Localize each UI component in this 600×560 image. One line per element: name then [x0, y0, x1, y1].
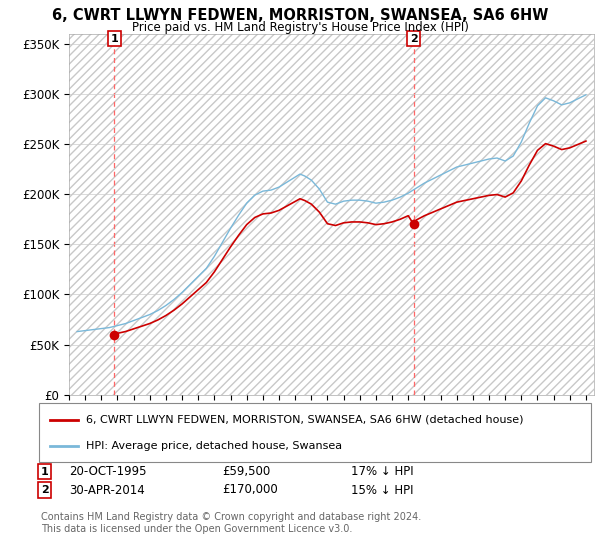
Text: 2: 2	[410, 34, 418, 44]
Text: 30-APR-2014: 30-APR-2014	[69, 483, 145, 497]
Text: 15% ↓ HPI: 15% ↓ HPI	[351, 483, 413, 497]
Text: Price paid vs. HM Land Registry's House Price Index (HPI): Price paid vs. HM Land Registry's House …	[131, 21, 469, 34]
Text: 1: 1	[41, 466, 49, 477]
Text: 6, CWRT LLWYN FEDWEN, MORRISTON, SWANSEA, SA6 6HW (detached house): 6, CWRT LLWYN FEDWEN, MORRISTON, SWANSEA…	[86, 414, 523, 424]
Text: HPI: Average price, detached house, Swansea: HPI: Average price, detached house, Swan…	[86, 441, 342, 451]
Text: 20-OCT-1995: 20-OCT-1995	[69, 465, 146, 478]
Text: 1: 1	[110, 34, 118, 44]
Text: 6, CWRT LLWYN FEDWEN, MORRISTON, SWANSEA, SA6 6HW: 6, CWRT LLWYN FEDWEN, MORRISTON, SWANSEA…	[52, 8, 548, 24]
FancyBboxPatch shape	[39, 403, 591, 462]
Text: Contains HM Land Registry data © Crown copyright and database right 2024.
This d: Contains HM Land Registry data © Crown c…	[41, 512, 421, 534]
Text: £170,000: £170,000	[222, 483, 278, 497]
Text: £59,500: £59,500	[222, 465, 270, 478]
Text: 17% ↓ HPI: 17% ↓ HPI	[351, 465, 413, 478]
Text: 2: 2	[41, 485, 49, 495]
